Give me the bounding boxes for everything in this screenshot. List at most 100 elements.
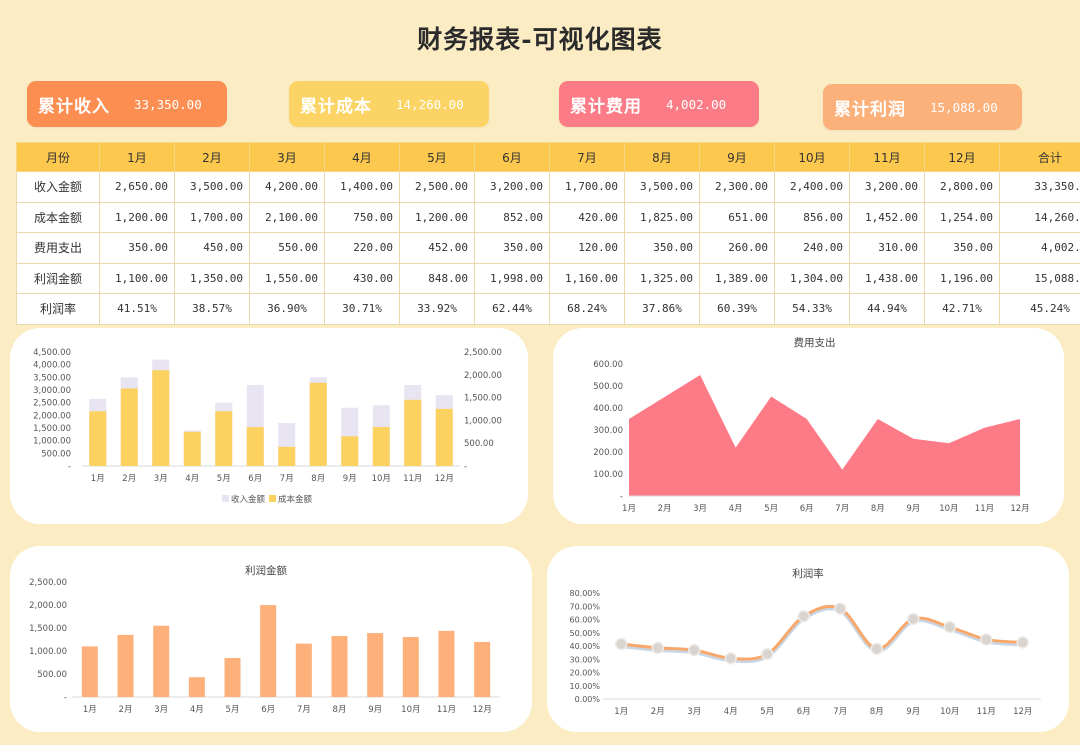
y-tick-label-left: 1,500.00: [33, 424, 71, 434]
y-tick-label-right: 1,500.00: [464, 394, 502, 404]
x-tick-label: 1月: [83, 705, 97, 715]
x-tick-label: 5月: [226, 705, 240, 715]
table-row: 收入金额 2,650.00 3,500.00 4,200.00 1,400.00 2,50…: [16, 171, 1080, 203]
line-point: [688, 643, 701, 657]
y-tick-label: 2,500.00: [29, 578, 67, 588]
x-tick-label: 6月: [261, 705, 275, 715]
table-cell: 1,825.00: [624, 201, 700, 233]
table-cell: 30.71%: [324, 293, 400, 325]
legend-swatch: [222, 495, 229, 502]
y-tick-label: 60.00%: [569, 616, 600, 625]
bar-cost: [278, 446, 296, 466]
x-tick-label: 1月: [622, 504, 636, 514]
x-tick-label: 12月: [435, 474, 454, 484]
profit-bar-chart: 利润金额 - 500.00 1,000.00 1,500.00 2,000.00 2,500…: [29, 564, 500, 715]
table-header-cell: 1月: [99, 142, 175, 172]
x-tick-label: 9月: [368, 705, 382, 715]
table-cell: 450.00: [174, 232, 250, 264]
x-tick-label: 1月: [614, 707, 628, 717]
table-cell: 1,452.00: [849, 201, 925, 233]
bar-profit: [402, 637, 419, 697]
kpi-label: 累计费用: [570, 96, 642, 117]
x-tick-label: 12月: [1010, 504, 1029, 514]
x-tick-label: 6月: [797, 707, 811, 717]
x-tick-label: 11月: [975, 504, 994, 514]
table-cell: 350.00: [99, 232, 175, 264]
table-cell: 45.24%: [999, 293, 1080, 325]
chart-title: 费用支出: [794, 336, 836, 349]
table-cell: 750.00: [324, 201, 400, 233]
bar-cost: [435, 408, 453, 466]
bar-cost: [89, 411, 107, 466]
x-tick-label: 3月: [687, 707, 701, 717]
table-cell: 240.00: [774, 232, 850, 264]
table-cell: 60.39%: [699, 293, 775, 325]
kpi-card: 累计利润 15,088.00: [823, 84, 1022, 130]
table-header-cell: 合计: [999, 142, 1080, 172]
table-cell: 1,196.00: [924, 262, 1000, 294]
kpi-label: 累计利润: [834, 99, 906, 120]
chart-title: 利润率: [792, 567, 824, 580]
y-tick-label: 500.00: [37, 670, 67, 680]
kpi-value: 14,260.00: [396, 96, 464, 112]
table-cell: 14,260.00: [999, 201, 1080, 233]
row-label: 成本金额: [16, 201, 100, 233]
table-cell: 1,304.00: [774, 262, 850, 294]
bar-cost: [341, 436, 359, 466]
table-cell: 1,100.00: [99, 262, 175, 294]
bar-cost: [152, 370, 170, 466]
x-tick-label: 5月: [764, 504, 778, 514]
y-tick-label: 200.00: [593, 448, 623, 458]
bar-cost: [183, 431, 201, 466]
table-cell: 62.44%: [474, 293, 550, 325]
x-tick-label: 4月: [729, 504, 743, 514]
chart-title: 利润金额: [245, 564, 287, 577]
table-header-cell: 11月: [849, 142, 925, 172]
table-cell: 430.00: [324, 262, 400, 294]
x-tick-label: 7月: [833, 707, 847, 717]
x-tick-label: 7月: [280, 474, 294, 484]
table-header-cell: 2月: [174, 142, 250, 172]
table-cell: 42.71%: [924, 293, 1000, 325]
y-tick-label: 400.00: [593, 404, 623, 414]
table-cell: 2,300.00: [699, 171, 775, 203]
bar-cost: [215, 411, 233, 466]
y-tick-label: 30.00%: [569, 655, 600, 664]
x-tick-label: 8月: [333, 705, 347, 715]
y-tick-label: 500.00: [593, 382, 623, 392]
kpi-label: 累计收入: [38, 96, 110, 117]
table-cell: 260.00: [699, 232, 775, 264]
line-point: [1016, 636, 1029, 649]
legend-label: 成本金额: [278, 494, 313, 505]
bar-cost: [120, 388, 138, 466]
x-tick-label: 10月: [401, 705, 420, 715]
x-tick-label: 11月: [403, 474, 422, 484]
row-label: 利润率: [16, 293, 100, 325]
x-tick-label: 6月: [248, 474, 262, 484]
y-tick-label: 1,500.00: [29, 624, 67, 634]
x-tick-label: 7月: [835, 504, 849, 514]
table-cell: 44.94%: [849, 293, 925, 325]
x-tick-label: 3月: [154, 705, 168, 715]
chart-card-profit: 利润金额 - 500.00 1,000.00 1,500.00 2,000.00 2,500…: [10, 546, 532, 732]
y-tick-label: 600.00: [593, 360, 623, 370]
table-cell: 1,254.00: [924, 201, 1000, 233]
table-row: 成本金额 1,200.00 1,700.00 2,100.00 750.00 1,200.…: [16, 201, 1080, 233]
table-cell: 33,350.00: [999, 171, 1080, 203]
y-tick-label: 40.00%: [569, 642, 600, 651]
bar-profit: [331, 636, 348, 697]
expense-area-chart: 费用支出 - 100.00 200.00 300.00 400.00 500.00 600.0…: [593, 336, 1029, 514]
table-cell: 856.00: [774, 201, 850, 233]
table-cell: 1,200.00: [99, 201, 175, 233]
chart-card-expenses: 费用支出 - 100.00 200.00 300.00 400.00 500.00 600.0…: [553, 328, 1064, 524]
x-tick-label: 8月: [870, 707, 884, 717]
y-tick-label-right: 500.00: [464, 439, 494, 449]
table-cell: 1,325.00: [624, 262, 700, 294]
table-cell: 3,500.00: [624, 171, 700, 203]
x-tick-label: 5月: [760, 707, 774, 717]
y-tick-label-left: 4,000.00: [33, 361, 71, 371]
area-series: [629, 375, 1020, 496]
table-cell: 4,200.00: [249, 171, 325, 203]
kpi-card: 累计收入 33,350.00: [27, 81, 227, 127]
line-point: [797, 610, 810, 623]
